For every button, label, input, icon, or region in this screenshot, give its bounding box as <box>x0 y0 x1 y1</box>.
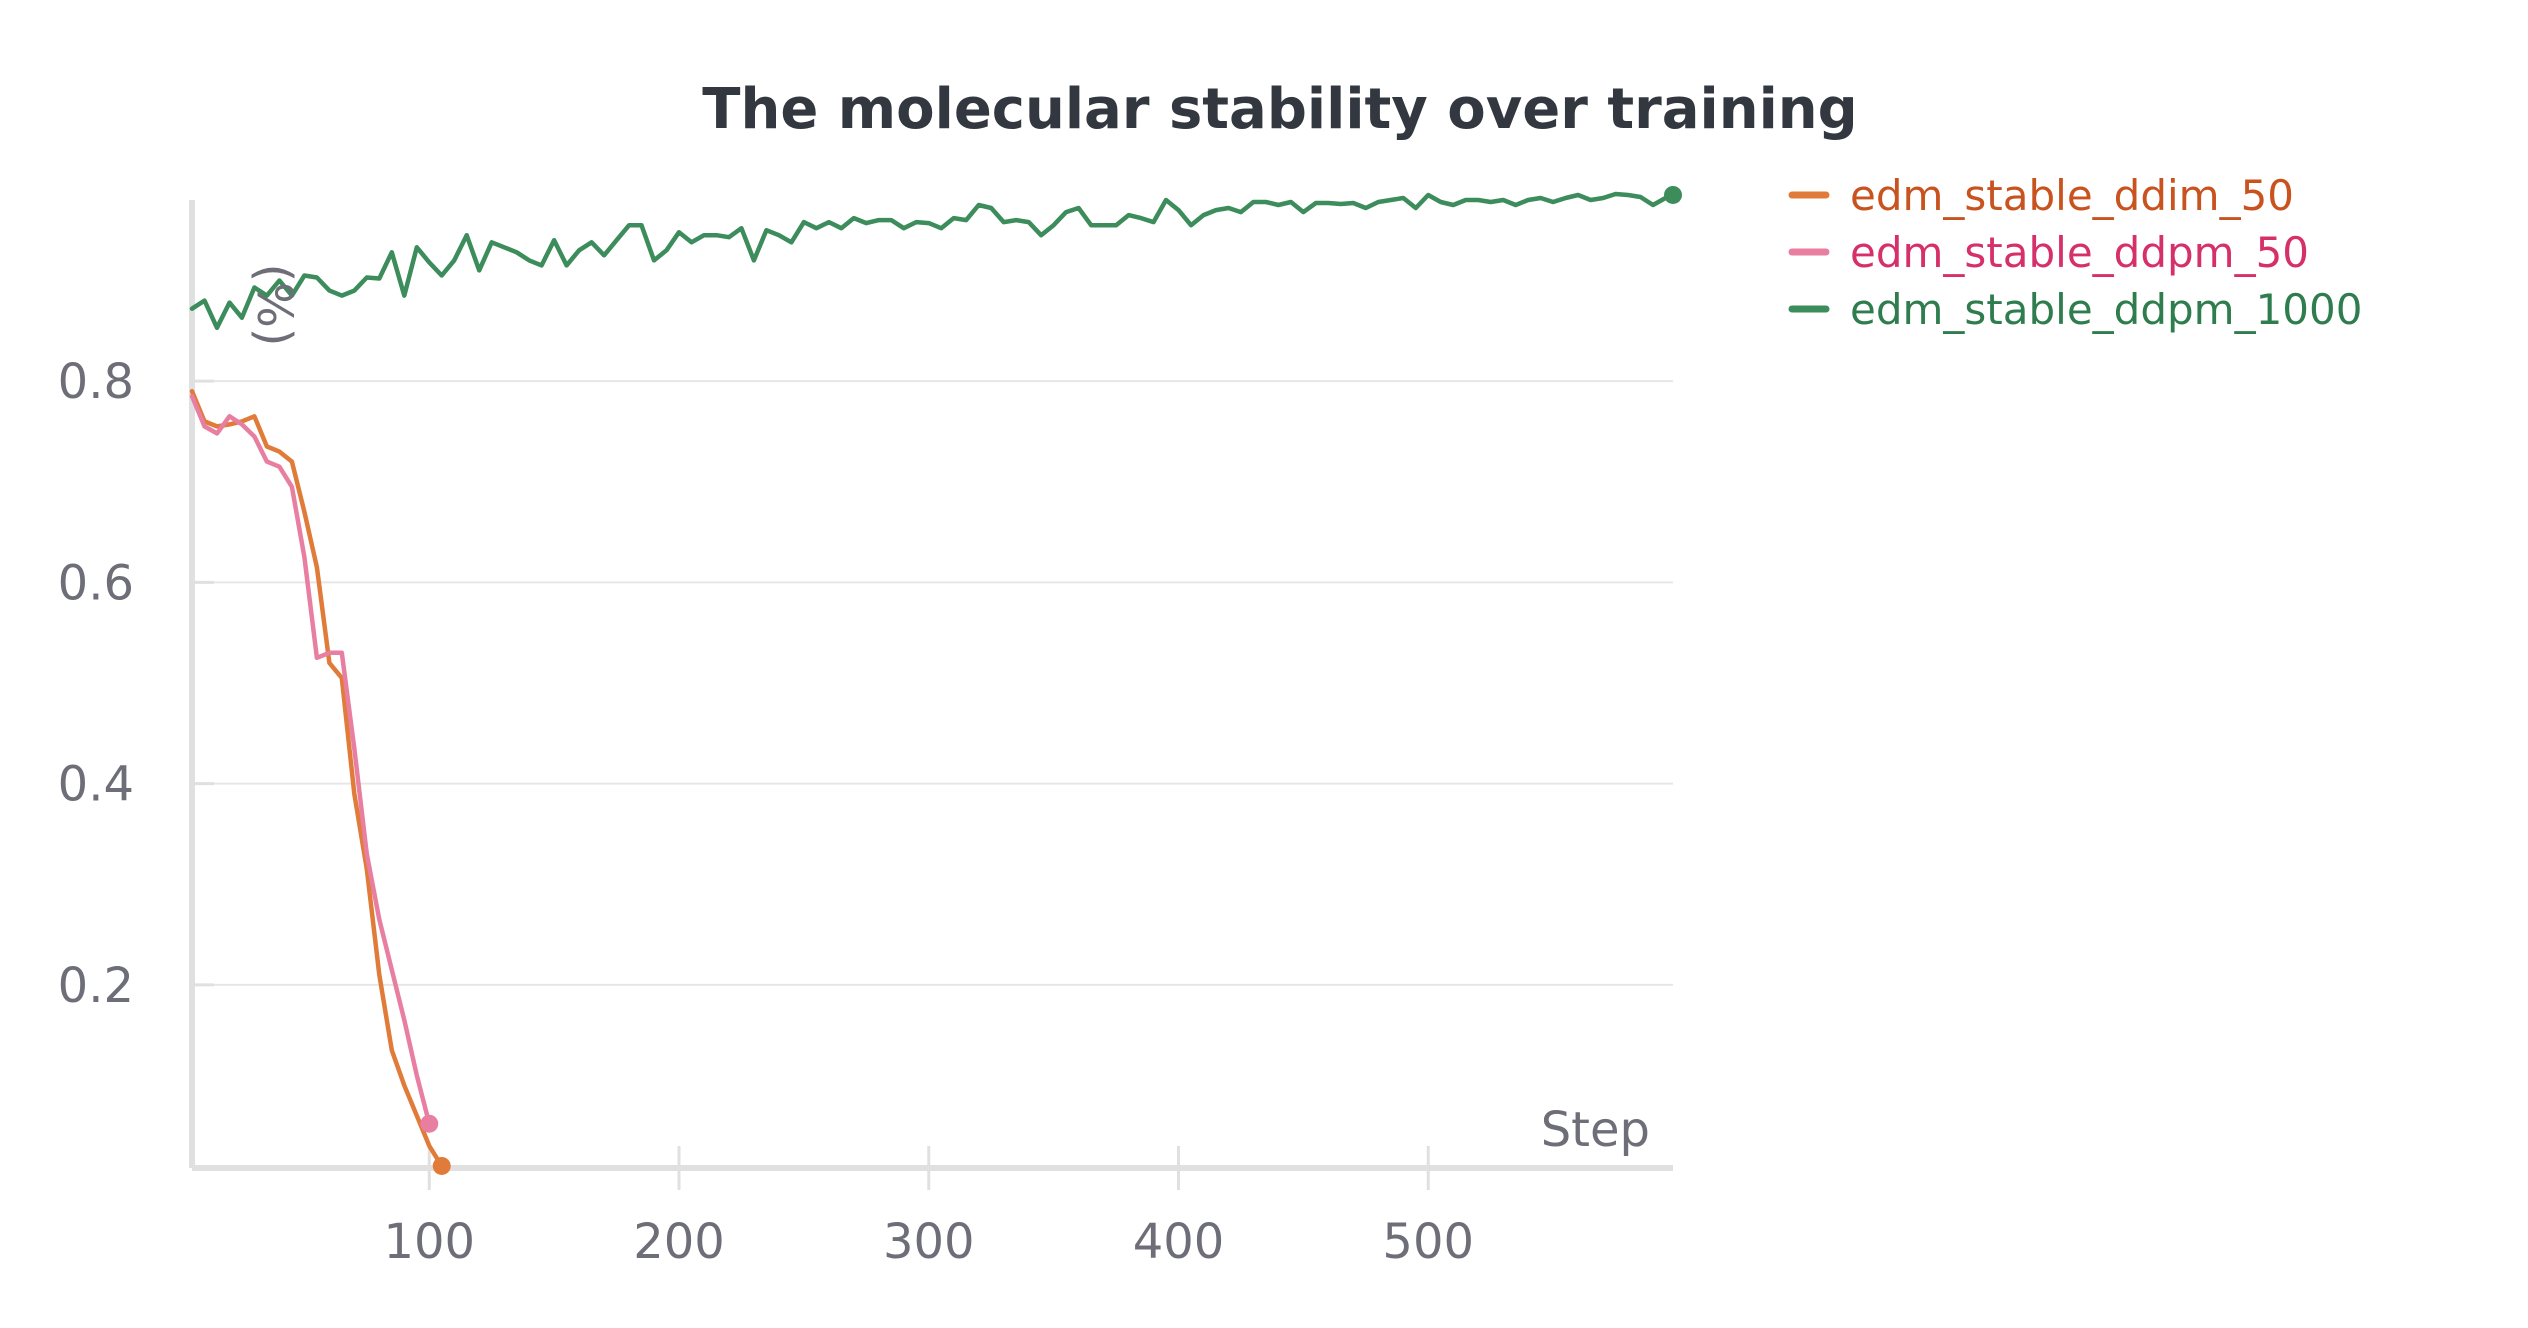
series-end-marker-edm_stable_ddpm_50[interactable] <box>420 1114 439 1133</box>
tick-labels: 0.2 0.4 0.6 0.8 100 200 300 400 500 <box>58 354 1474 1270</box>
x-tick-label: 200 <box>633 1214 725 1270</box>
x-tick-label: 100 <box>383 1214 475 1270</box>
legend-label-edm_stable_ddpm_1000[interactable]: edm_stable_ddpm_1000 <box>1850 285 2362 334</box>
x-tick-label: 300 <box>883 1214 975 1270</box>
y-tick-label: 0.2 <box>58 958 134 1014</box>
y-tick-label: 0.4 <box>58 757 134 813</box>
chart-title: The molecular stability over training <box>702 77 1858 142</box>
y-tick-label: 0.6 <box>58 555 134 611</box>
series-line-edm_stable_ddpm_50[interactable] <box>189 393 432 1126</box>
x-tick-label: 500 <box>1382 1214 1474 1270</box>
legend-label-edm_stable_ddpm_50[interactable]: edm_stable_ddpm_50 <box>1850 228 2309 277</box>
legend[interactable]: edm_stable_ddim_50 edm_stable_ddpm_50 edm_… <box>1788 171 2362 334</box>
series-end-marker-edm_stable_ddim_50[interactable] <box>432 1156 451 1175</box>
legend-label-edm_stable_ddim_50[interactable]: edm_stable_ddim_50 <box>1850 171 2294 220</box>
series-end-marker-edm_stable_ddpm_1000[interactable] <box>1664 185 1682 204</box>
axes <box>189 200 1673 1190</box>
series-lines <box>189 191 1676 1169</box>
series-line-edm_stable_ddpm_1000[interactable] <box>189 191 1676 331</box>
y-axis-label: (%) <box>246 263 302 346</box>
x-tick-label: 400 <box>1133 1214 1225 1270</box>
y-tick-label: 0.8 <box>58 354 134 410</box>
series-line-edm_stable_ddim_50[interactable] <box>189 388 444 1169</box>
grid-lines <box>192 380 1673 986</box>
x-axis-label: Step <box>1541 1102 1650 1158</box>
end-markers <box>420 185 1682 1175</box>
